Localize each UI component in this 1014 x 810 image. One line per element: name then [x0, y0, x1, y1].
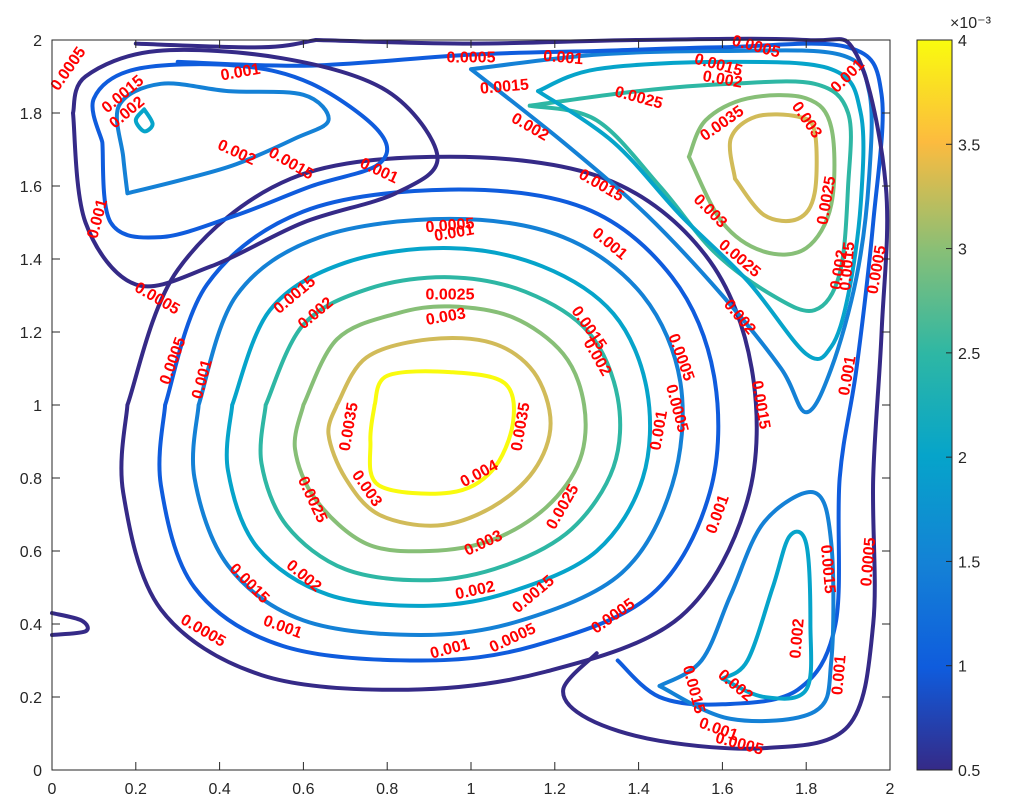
- contour-label-52: 0.0005: [858, 537, 879, 587]
- contour-line-6: [157, 187, 721, 663]
- contour-label-44: 0.0005: [730, 32, 782, 61]
- y-tick-label-5: 1: [33, 398, 42, 415]
- contour-line-7: [119, 154, 759, 692]
- contour-label-30: 0.0015: [748, 379, 773, 430]
- x-tick-label-9: 1.8: [795, 781, 817, 798]
- colorbar-tick-label-1: 1: [958, 659, 967, 676]
- x-tick-label-3: 0.6: [292, 781, 314, 798]
- x-tick-label-2: 0.4: [208, 781, 230, 798]
- contour-label-54: 0.002: [787, 618, 807, 659]
- colorbar-ticks: 0.5 1 1.5 2 2.5 3 3.5 4: [946, 33, 980, 780]
- contour-line-5: [190, 216, 685, 637]
- contour-line-17: [133, 107, 155, 134]
- contour-line-13: [175, 41, 885, 707]
- contour-label-41: 0.0015: [479, 77, 529, 98]
- x-tick-label-10: 2: [886, 781, 895, 798]
- contour-label-43: 0.001: [543, 48, 584, 68]
- x-axis: 0 0.2 0.4 0.6 0.8 1 1.2 1.4 1.6 1.8 2: [48, 40, 895, 798]
- contour-line-1: [326, 335, 553, 528]
- y-tick-label-0: 0: [33, 763, 42, 780]
- contour-line-11: [536, 59, 866, 361]
- contour-label-0: 0.004: [458, 457, 501, 491]
- contour-label-25: 0.0005: [425, 215, 475, 236]
- colorbar-tick-label-7: 4: [958, 33, 967, 50]
- contour-line-10: [527, 79, 853, 313]
- contour-label-46: 0.002: [701, 68, 743, 92]
- x-tick-label-8: 1.6: [711, 781, 733, 798]
- contour-label-42: 0.0005: [447, 50, 496, 67]
- contour-line-16: [114, 81, 331, 196]
- y-tick-label-3: 0.6: [20, 544, 42, 561]
- contour-label-8: 0.0025: [426, 287, 475, 304]
- contour-label-4: 0.003: [462, 527, 506, 559]
- colorbar-gradient: [916, 39, 953, 771]
- contour-lines-layer: [50, 36, 890, 751]
- contour-line-20: [720, 529, 814, 701]
- colorbar-exponent-label: ×10⁻³: [950, 15, 992, 32]
- contour-line-3: [258, 275, 623, 583]
- contour-label-5: 0.003: [425, 305, 467, 329]
- contour-line-22: [50, 611, 90, 637]
- x-tick-label-6: 1.2: [544, 781, 566, 798]
- y-tick-label-1: 0.2: [20, 690, 42, 707]
- contour-label-31: 0.002: [720, 296, 759, 338]
- contour-line-8: [727, 112, 819, 224]
- contour-label-60: 0.0005: [48, 44, 90, 94]
- contour-label-49: 0.0015: [837, 241, 858, 291]
- contour-line-21: [657, 490, 836, 724]
- contour-label-13: 0.0015: [226, 560, 273, 607]
- y-tick-label-7: 1.4: [20, 252, 42, 269]
- contour-label-19: 0.001: [189, 358, 216, 401]
- y-tick-label-6: 1.2: [20, 325, 42, 342]
- y-tick-label-4: 0.8: [20, 471, 42, 488]
- y-tick-label-2: 0.4: [20, 617, 42, 634]
- colorbar: 0.5 1 1.5 2 2.5 3 3.5 4 ×10⁻³: [916, 15, 992, 780]
- contour-line-12: [469, 48, 874, 415]
- contour-label-48: 0.002: [828, 249, 852, 291]
- contour-label-63: 0.001: [219, 61, 261, 85]
- contour-line-2: [292, 304, 588, 554]
- contour-label-21: 0.001: [647, 409, 671, 451]
- x-tick-label-4: 0.8: [376, 781, 398, 798]
- contour-label-26: 0.0005: [664, 332, 697, 384]
- y-tick-label-10: 2: [33, 33, 42, 50]
- contour-label-24: 0.0005: [157, 335, 190, 387]
- y-tick-label-8: 1.6: [20, 179, 42, 196]
- x-tick-label-5: 1: [467, 781, 476, 798]
- contour-line-19: [71, 47, 440, 289]
- contour-label-51: 0.001: [836, 354, 860, 396]
- contour-label-28: 0.0005: [588, 595, 638, 637]
- x-tick-label-1: 0.2: [125, 781, 147, 798]
- contour-label-57: 0.0015: [679, 664, 708, 716]
- contour-label-59: 0.0005: [713, 730, 765, 759]
- x-tick-label-0: 0: [48, 781, 57, 798]
- contour-label-22: 0.0005: [177, 611, 228, 650]
- contour-line-18: [90, 62, 390, 240]
- contour-label-37: 0.0025: [814, 175, 839, 226]
- contour-label-6: 0.0025: [294, 474, 330, 526]
- contour-line-4: [224, 246, 653, 608]
- y-tick-label-9: 1.8: [20, 106, 42, 123]
- contour-line-14: [133, 38, 318, 50]
- colorbar-tick-label-2: 1.5: [958, 554, 980, 571]
- x-tick-label-7: 1.4: [627, 781, 649, 798]
- colorbar-tick-label-4: 2.5: [958, 346, 980, 363]
- colorbar-tick-label-3: 2: [958, 450, 967, 467]
- y-axis: 0 0.2 0.4 0.6 0.8 1 1.2 1.4 1.6 1.8 2: [20, 33, 890, 780]
- contour-line-9: [686, 93, 837, 257]
- colorbar-tick-label-5: 3: [958, 242, 967, 259]
- colorbar-tick-label-6: 3.5: [958, 137, 980, 154]
- contour-label-53: 0.0015: [817, 544, 838, 594]
- contour-label-55: 0.001: [829, 654, 849, 695]
- colorbar-tick-label-0: 0.5: [958, 763, 980, 780]
- contour-label-20: 0.001: [433, 221, 475, 245]
- contour-line-0: [367, 369, 516, 496]
- contour-label-1: 0.0035: [337, 401, 362, 452]
